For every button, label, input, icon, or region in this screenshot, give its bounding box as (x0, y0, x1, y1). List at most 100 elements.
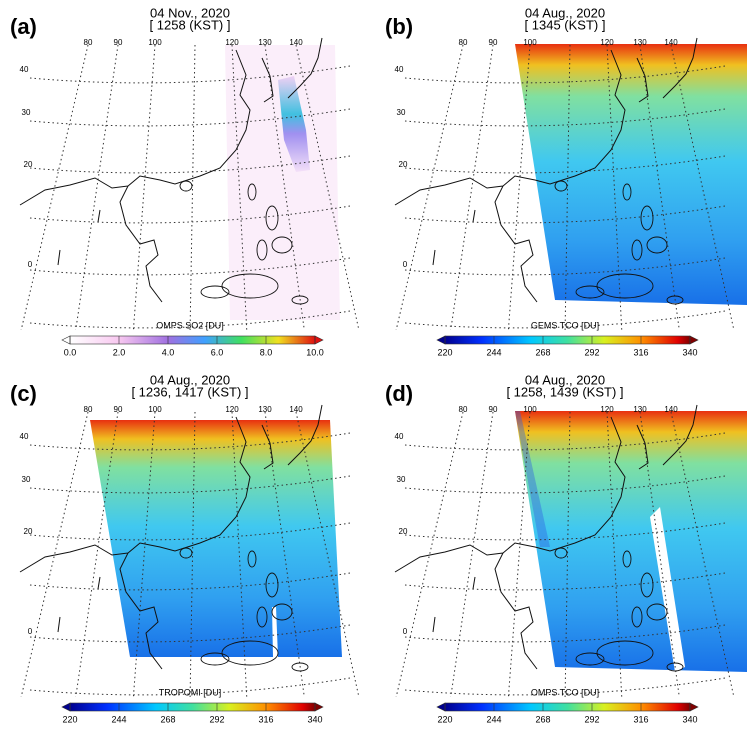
longitude-label: 120 (225, 405, 239, 414)
panel-title: 04 Aug., 2020 (525, 372, 605, 387)
panel-title: 04 Aug., 2020 (150, 372, 230, 387)
colorbar: OMPS TCO [DU] 220 244 268 292 316 340 (436, 687, 699, 724)
latitude-line (404, 624, 726, 643)
island (247, 183, 257, 201)
latitude-line (29, 65, 351, 84)
latitude-line (404, 310, 726, 329)
longitude-line (564, 44, 571, 330)
colorbar-tick-label: 8.0 (260, 347, 273, 357)
longitude-line (395, 411, 464, 697)
longitude-label: 130 (633, 38, 647, 47)
longitude-label: 80 (459, 38, 468, 47)
longitude-label: 90 (489, 405, 498, 414)
colorbar-tick-label: 244 (111, 714, 126, 724)
longitude-label: 90 (114, 405, 123, 414)
colorbar-tick-label: 316 (258, 714, 273, 724)
longitude-label: 140 (664, 405, 678, 414)
latitude-label: 20 (399, 527, 408, 536)
panel-title: 04 Aug., 2020 (525, 5, 605, 20)
island (596, 273, 654, 299)
longitude-label: 90 (114, 38, 123, 47)
coastline (394, 404, 698, 670)
longitude-line (189, 44, 196, 330)
latitude-label: 0 (28, 627, 33, 636)
map-panel: (a) 04 Nov., 2020[ 1258 (KST) ] 80 90 100 120… (10, 5, 360, 357)
island (247, 550, 257, 568)
map-panel: (c) 04 Aug., 2020[ 1236, 1417 (KST) ] 80 90… (10, 372, 360, 724)
longitude-line (395, 44, 464, 330)
latitude-line (404, 432, 726, 451)
latitude-label: 20 (24, 527, 33, 536)
longitude-label: 100 (148, 38, 162, 47)
island (622, 550, 632, 568)
panel-title: [ 1236, 1417 (KST) ] (131, 384, 248, 399)
latitude-line (404, 108, 726, 127)
coastline (394, 37, 698, 303)
colorbar-bar (69, 702, 316, 712)
latitude-label: 20 (399, 160, 408, 169)
latitude-line (29, 522, 351, 541)
panel-title: [ 1345 (KST) ] (525, 17, 606, 32)
island (179, 547, 193, 559)
latitude-line (404, 677, 726, 696)
island (265, 572, 279, 598)
latitude-line (29, 310, 351, 329)
latitude-label: 30 (22, 475, 31, 484)
colorbar-label: TROPOMI [DU] (159, 687, 222, 697)
longitude-label: 140 (664, 38, 678, 47)
longitude-line (507, 44, 531, 330)
island (221, 640, 279, 666)
island (200, 652, 230, 666)
latitude-line (404, 475, 726, 494)
island (631, 239, 643, 261)
island (271, 603, 293, 621)
panel-label: (a) (10, 14, 37, 39)
colorbar-tick-label: 244 (486, 714, 501, 724)
colorbar-end (314, 702, 324, 712)
tco-swath (515, 44, 747, 305)
so2-plume (278, 76, 310, 172)
longitude-line (75, 44, 119, 330)
latitude-line (29, 108, 351, 127)
colorbar-bar (444, 702, 691, 712)
island (271, 236, 293, 254)
colorbar-tick-label: 292 (209, 714, 224, 724)
longitude-line (132, 411, 156, 697)
latitude-line (29, 205, 351, 224)
longitude-line (450, 44, 494, 330)
island (666, 662, 684, 672)
colorbar-tick-label: 268 (160, 714, 175, 724)
longitude-label: 80 (84, 38, 93, 47)
swath-gap (272, 607, 278, 657)
longitude-label: 100 (523, 405, 537, 414)
latitude-label: 40 (395, 432, 404, 441)
so2-background (225, 45, 340, 320)
colorbar-tick-label: 220 (437, 347, 452, 357)
colorbar-bar (69, 335, 316, 345)
longitude-label: 140 (289, 38, 303, 47)
colorbar-bar (444, 335, 691, 345)
latitude-line (29, 572, 351, 591)
coastline (19, 404, 323, 670)
panel-label: (b) (385, 14, 413, 39)
map-area (19, 37, 360, 330)
colorbar-tick-label: 340 (307, 714, 322, 724)
colorbar-tick-label: 220 (437, 714, 452, 724)
island (622, 183, 632, 201)
colorbar-tick-label: 6.0 (211, 347, 224, 357)
island (256, 239, 268, 261)
colorbar-tick-label: 292 (584, 714, 599, 724)
map-panel: (d) 04 Aug., 2020[ 1258, 1439 (KST) ] 80 90… (385, 372, 747, 724)
longitude-label: 130 (258, 38, 272, 47)
map-area (394, 404, 747, 697)
latitude-line (29, 677, 351, 696)
latitude-label: 40 (20, 432, 29, 441)
colorbar-tick-label: 220 (62, 714, 77, 724)
colorbar: GEMS TCO [DU] 220 244 268 292 316 340 (436, 320, 699, 357)
island (221, 273, 279, 299)
colorbar: TROPOMI [DU] 220 244 268 292 316 340 (61, 687, 324, 724)
latitude-label: 30 (397, 108, 406, 117)
colorbar-end (689, 335, 699, 345)
island (646, 236, 668, 254)
